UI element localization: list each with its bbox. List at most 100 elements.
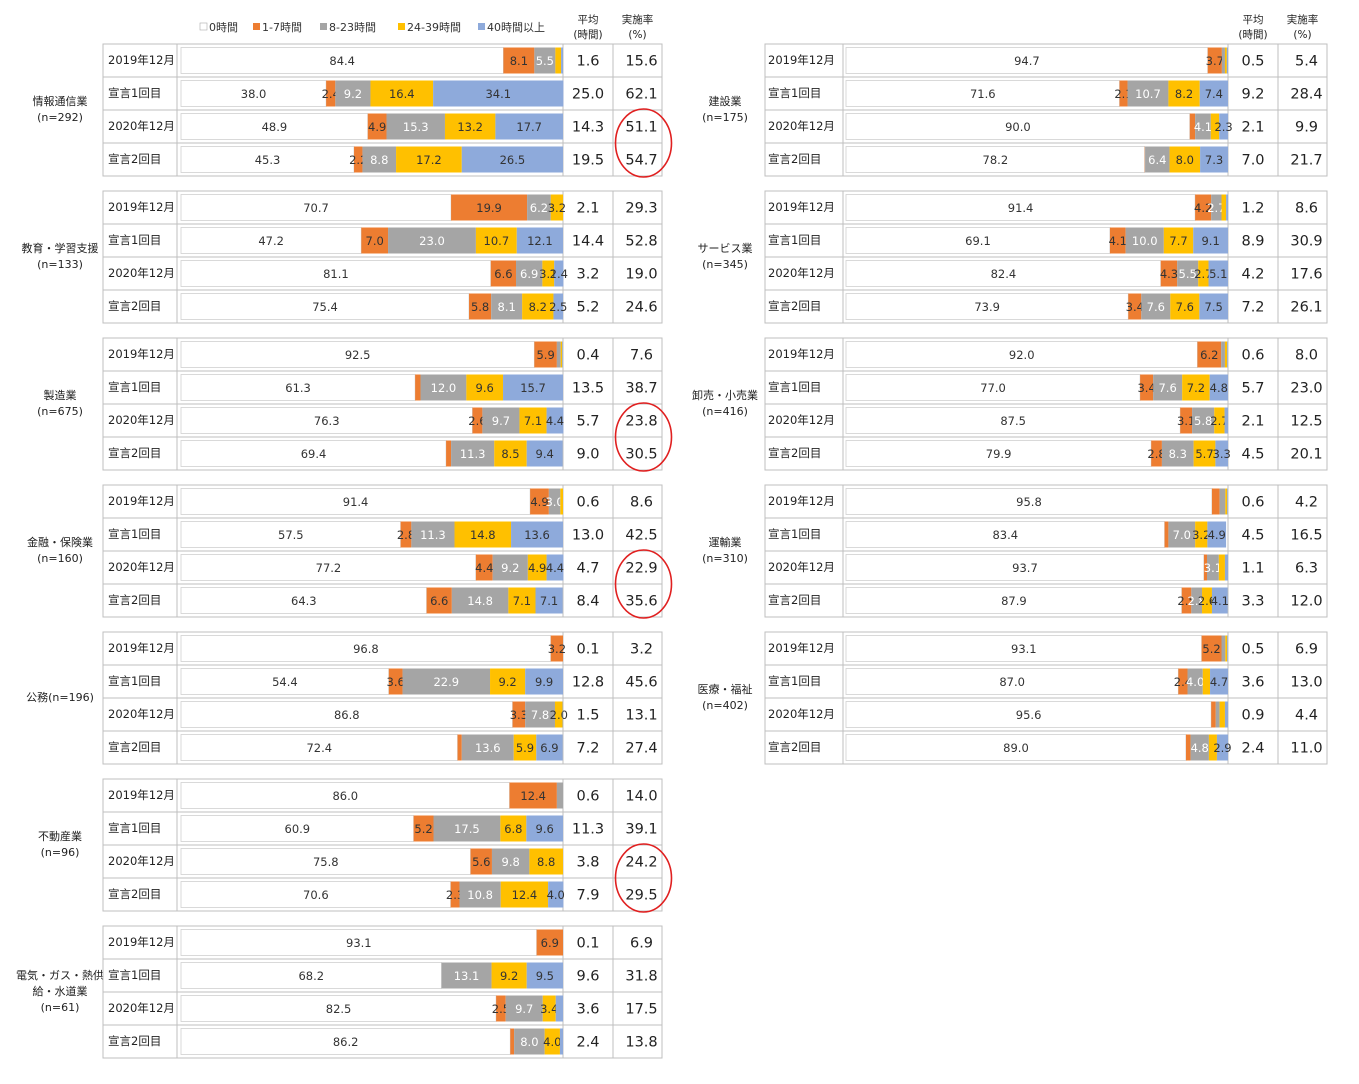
- bar-segment-value: 79.9: [986, 447, 1012, 461]
- bar-segment-value: 3.4: [540, 1002, 558, 1016]
- avg-hours-value: 1.5: [576, 708, 599, 724]
- bar-segment-value: 15.3: [403, 120, 429, 134]
- bar-segment-value: 73.9: [974, 300, 1000, 314]
- bar-segment-value: 91.4: [343, 495, 369, 509]
- implementation-rate-value: 30.5: [625, 447, 657, 463]
- bar-segment-value: 13.1: [454, 969, 480, 983]
- group-name-label: (n=61): [41, 1001, 80, 1014]
- bar-segment-value: 7.1: [513, 594, 531, 608]
- rate-header-unit: (%): [1293, 29, 1311, 41]
- bar-segment-24-39時間: [561, 342, 563, 368]
- bar-segment-1-7時間: [446, 441, 451, 467]
- bar-segment-value: 6.2: [1200, 348, 1218, 362]
- bar-segment-24-39時間: [1225, 489, 1227, 515]
- group-name-label: 建設業: [709, 94, 742, 108]
- implementation-rate-value: 8.6: [630, 495, 653, 511]
- bar-segment-value: 64.3: [291, 594, 317, 608]
- row-label: 2020年12月: [108, 413, 175, 427]
- row-label: 宣言2回目: [768, 299, 821, 313]
- bar-segment-24-39時間: [1220, 702, 1225, 728]
- row-label: 宣言1回目: [108, 527, 161, 541]
- row-label: 2019年12月: [108, 53, 175, 67]
- rate-header-unit: (%): [628, 29, 646, 41]
- legend-label: 40時間以上: [487, 21, 545, 34]
- implementation-rate-value: 4.2: [1295, 495, 1318, 511]
- bar-segment-value: 93.1: [1011, 642, 1037, 656]
- bar-segment-value: 19.9: [476, 201, 502, 215]
- bar-segment-value: 6.2: [530, 201, 548, 215]
- legend-swatch: [398, 23, 405, 30]
- bar-segment-value: 7.8: [531, 708, 549, 722]
- bar-segment-value: 92.5: [345, 348, 371, 362]
- row-label: 宣言2回目: [108, 740, 161, 754]
- legend-label: 8-23時間: [329, 21, 376, 34]
- bar-segment-value: 77.2: [316, 561, 342, 575]
- row-label: 宣言2回目: [768, 152, 821, 166]
- group-name-label: (n=310): [702, 552, 748, 565]
- avg-hours-value: 1.6: [576, 54, 599, 70]
- bar-segment-value: 8.2: [1175, 87, 1193, 101]
- bar-segment-24-39時間: [1225, 48, 1227, 74]
- bar-segment-1-7時間: [458, 735, 462, 761]
- bar-segment-value: 71.6: [970, 87, 996, 101]
- row-label: 2020年12月: [768, 560, 835, 574]
- bar-segment-value: 4.1: [1194, 120, 1212, 134]
- bar-segment-24-39時間: [1225, 636, 1227, 662]
- bar-segment-value: 5.9: [536, 348, 554, 362]
- avg-hours-value: 0.1: [576, 936, 599, 952]
- bar-segment-value: 7.1: [540, 594, 558, 608]
- bar-segment-value: 10.0: [1132, 234, 1158, 248]
- avg-hours-value: 8.4: [576, 594, 599, 610]
- group-name-label: 製造業: [44, 388, 77, 402]
- bar-segment-value: 11.3: [460, 447, 486, 461]
- implementation-rate-value: 13.8: [625, 1035, 657, 1051]
- avg-hours-value: 3.6: [1241, 675, 1264, 691]
- row-label: 2019年12月: [768, 347, 835, 361]
- avg-hours-value: 1.1: [1241, 561, 1264, 577]
- bar-segment-value: 4.0: [1186, 675, 1204, 689]
- bar-segment-value: 91.4: [1008, 201, 1034, 215]
- bar-segment-value: 75.4: [312, 300, 338, 314]
- row-label: 宣言2回目: [108, 593, 161, 607]
- bar-segment-value: 22.9: [433, 675, 459, 689]
- implementation-rate-value: 27.4: [625, 741, 657, 757]
- bar-segment-8-23時間: [1220, 489, 1226, 515]
- row-label: 宣言2回目: [108, 446, 161, 460]
- bar-segment-value: 4.1: [1109, 234, 1127, 248]
- bar-segment-value: 6.6: [494, 267, 512, 281]
- bar-segment-value: 12.4: [512, 888, 538, 902]
- avg-hours-value: 0.6: [1241, 348, 1264, 364]
- avg-hours-value: 14.4: [572, 234, 604, 250]
- implementation-rate-value: 23.0: [1290, 381, 1322, 397]
- bar-segment-value: 15.7: [520, 381, 546, 395]
- implementation-rate-value: 8.6: [1295, 201, 1318, 217]
- bar-segment-value: 7.6: [1176, 300, 1194, 314]
- implementation-rate-value: 21.7: [1290, 153, 1322, 169]
- implementation-rate-value: 42.5: [625, 528, 657, 544]
- bar-segment-value: 57.5: [278, 528, 304, 542]
- bar-segment-value: 5.5: [536, 54, 554, 68]
- bar-segment-value: 9.2: [501, 561, 519, 575]
- group-name-label: 卸売・小売業: [692, 388, 758, 402]
- bar-segment-40時間以上: [1226, 195, 1228, 221]
- row-label: 宣言1回目: [768, 674, 821, 688]
- implementation-rate-value: 24.6: [625, 300, 657, 316]
- bar-segment-40時間以上: [561, 48, 563, 74]
- bar-segment-value: 6.8: [504, 822, 522, 836]
- implementation-rate-value: 45.6: [625, 675, 657, 691]
- implementation-rate-value: 52.8: [625, 234, 657, 250]
- bar-segment-value: 17.2: [416, 153, 442, 167]
- bar-segment-value: 12.4: [520, 789, 546, 803]
- bar-segment-value: 86.2: [333, 1035, 359, 1049]
- group-name-label: 電気・ガス・熱供: [16, 968, 104, 982]
- bar-segment-value: 5.1: [1209, 267, 1227, 281]
- bar-segment-40時間以上: [1225, 555, 1228, 581]
- row-label: 宣言1回目: [108, 86, 161, 100]
- bar-segment-value: 9.9: [535, 675, 553, 689]
- bar-segment-value: 17.7: [516, 120, 542, 134]
- bar-segment-value: 95.8: [1016, 495, 1042, 509]
- legend-swatch: [320, 23, 327, 30]
- bar-segment-value: 16.4: [389, 87, 415, 101]
- implementation-rate-value: 22.9: [625, 561, 657, 577]
- avg-hours-value: 2.1: [1241, 414, 1264, 430]
